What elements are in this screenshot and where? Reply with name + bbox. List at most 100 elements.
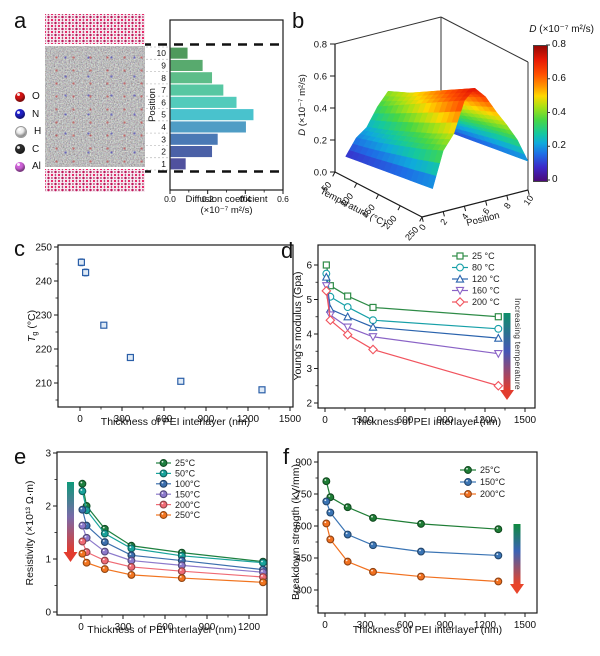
- colorbar-tick-label: 0.8: [552, 39, 566, 50]
- panel-label-c: c: [14, 236, 25, 261]
- box-top-edge: [334, 16, 442, 45]
- marker-circle: [177, 574, 186, 583]
- panel-label-d: d: [281, 238, 294, 263]
- position-tick-label: 6: [481, 206, 492, 216]
- marker-circle: [369, 567, 377, 576]
- marker-triangle-up: [343, 311, 353, 321]
- marker-square: [494, 313, 502, 321]
- x-tick-label: 0: [322, 415, 328, 426]
- marker-highlight: [324, 479, 327, 481]
- x-tick-label: 0.6: [277, 194, 289, 204]
- legend-label: 250°C: [175, 510, 201, 520]
- x-tick-label: 1200: [237, 414, 260, 425]
- diffusion-bar: [170, 84, 224, 96]
- marker-circle: [494, 525, 503, 534]
- legend-label: 150°C: [480, 477, 506, 487]
- temperature-tick: [419, 216, 423, 222]
- marker-highlight: [129, 572, 132, 575]
- marker-triangle-down: [343, 323, 353, 332]
- hetero-atom-speckle: [45, 46, 145, 167]
- legend-label: 200 °C: [472, 297, 500, 307]
- position-tick-label: 6: [161, 97, 166, 107]
- f-xaxis-label: Thickness of PEI interlayer (nm): [352, 624, 503, 636]
- x-tick-label: 900: [437, 620, 454, 631]
- panel-label-e: e: [14, 444, 27, 469]
- marker-circle: [259, 578, 267, 587]
- x-tick-label: 600: [157, 622, 174, 633]
- x-tick-label: 600: [397, 620, 414, 631]
- marker-triangle-up: [321, 272, 331, 281]
- d-yaxis-label: Young's modulus (Gpa): [292, 271, 304, 381]
- y-tick-label: 0: [45, 608, 51, 619]
- temperature-tick-label: 50: [319, 180, 333, 194]
- marker-circle: [159, 490, 168, 499]
- legend-label: 25°C: [175, 458, 196, 468]
- y-tick-label: 5: [306, 295, 312, 306]
- marker-diamond: [455, 297, 465, 307]
- position-tick-label: 2: [161, 147, 166, 157]
- marker-circle: [127, 562, 136, 571]
- marker-circle: [159, 500, 168, 509]
- marker-highlight: [261, 560, 263, 563]
- c-atom-icon: [15, 144, 25, 155]
- legend-label: 100°C: [175, 479, 201, 489]
- marker-circle: [343, 557, 352, 566]
- colorbar-title: D (×10⁻⁷ m²/s): [452, 24, 594, 35]
- c-yaxis-label: Tg (°C): [26, 281, 39, 371]
- legend-label: 120 °C: [472, 274, 500, 284]
- alumina-crystal-top: [45, 14, 145, 46]
- marker-highlight: [161, 460, 164, 463]
- temperature-gradient-arrow: [503, 313, 511, 390]
- marker-circle: [159, 479, 168, 488]
- a-yaxis-label: Position: [147, 88, 158, 122]
- marker-highlight: [102, 558, 105, 561]
- x-tick-label: 1200: [238, 622, 261, 633]
- b-zaxis-label: D (×10⁻⁷ m²/s): [297, 45, 308, 165]
- position-axis: [421, 189, 529, 218]
- position-tick-label: 3: [161, 134, 166, 144]
- diffusion-bar: [170, 59, 203, 71]
- marker-highlight: [80, 539, 83, 542]
- legend-label: 160 °C: [472, 286, 500, 296]
- marker-highlight: [161, 481, 164, 484]
- marker-circle: [464, 490, 472, 498]
- marker-highlight: [371, 569, 373, 572]
- marker-highlight: [129, 558, 132, 561]
- colorbar-title-units: (×10⁻⁷ m²/s): [536, 24, 594, 35]
- marker-highlight: [261, 580, 263, 583]
- legend-label: 25 °C: [472, 251, 495, 261]
- marker-circle: [78, 487, 87, 496]
- diffusion-bar: [170, 158, 186, 170]
- e-yaxis-label: Resistivity (×10¹³ Ω·m): [24, 480, 36, 586]
- y-tick-label: 2: [306, 399, 312, 410]
- temperature-tick: [332, 171, 336, 177]
- position-tick-label: 7: [161, 85, 166, 95]
- marker-circle: [494, 324, 503, 333]
- temperature-tick: [397, 205, 401, 211]
- position-tick-label: 4: [459, 212, 470, 222]
- marker-circle: [82, 558, 91, 567]
- position-tick-label: 0: [417, 222, 428, 232]
- marker-highlight: [84, 535, 87, 538]
- h-atom-icon: [15, 125, 27, 138]
- marker-highlight: [466, 491, 468, 494]
- marker-highlight: [161, 492, 164, 494]
- al-atom-icon: [15, 161, 25, 172]
- atom-legend-item: Al: [15, 158, 41, 176]
- x-tick-label: 300: [357, 620, 374, 631]
- diffusion-bar: [170, 72, 213, 84]
- marker-circle: [417, 547, 425, 556]
- box-right-top-edge: [440, 16, 529, 63]
- atom-legend-item: N: [15, 106, 41, 124]
- diffusion-bar: [170, 133, 218, 145]
- marker-circle: [100, 547, 109, 556]
- plot-frame: [317, 244, 536, 409]
- atom-legend-label: O: [32, 91, 40, 103]
- increasing-temperature-annotation: Increasing temperature: [513, 298, 523, 390]
- colorbar-title-symbol: D: [529, 24, 537, 35]
- series-line: [81, 525, 264, 573]
- y-tick-label: 600: [295, 521, 312, 532]
